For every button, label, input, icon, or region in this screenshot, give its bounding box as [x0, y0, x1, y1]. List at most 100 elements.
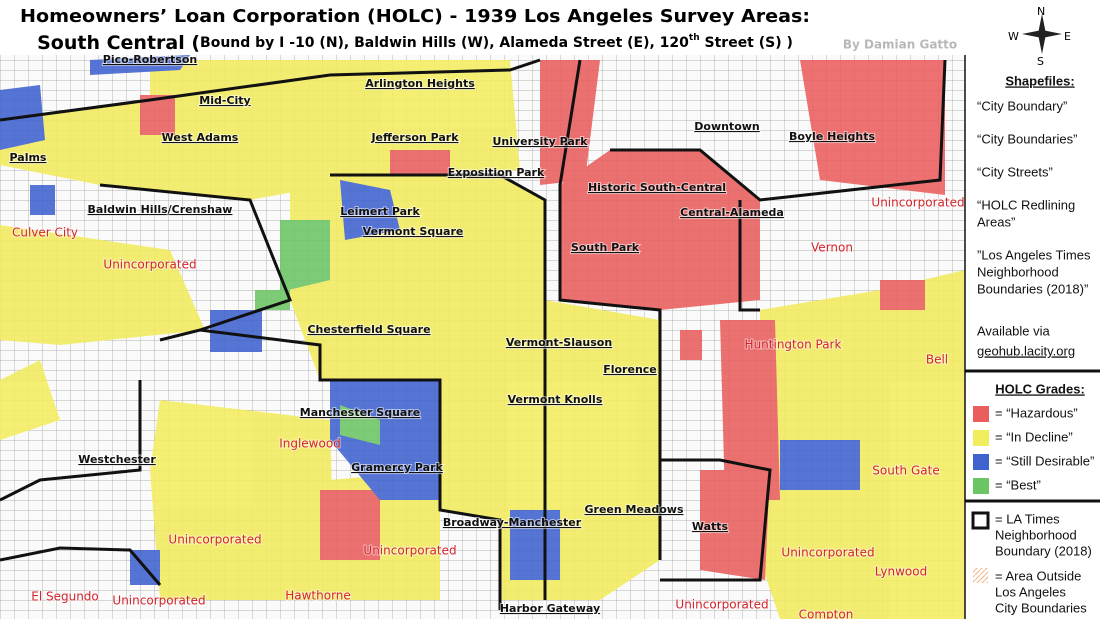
shapefile-list: “City Boundary” “City Boundaries” “City St…: [977, 98, 1091, 296]
subtitle: South Central (Bound by I -10 (N), Baldw…: [37, 32, 793, 54]
neighborhood-label: Vermont Knolls: [508, 393, 603, 406]
boundary-line: [0, 546, 162, 586]
place-label: Lynwood: [875, 565, 927, 579]
neighborhood-label: Historic South-Central: [588, 181, 726, 194]
compass-e: E: [1064, 30, 1071, 43]
neighborhood-label: Arlington Heights: [365, 77, 475, 90]
neighborhood-label: Harbor Gateway: [500, 602, 600, 615]
area-red: [720, 320, 780, 500]
legend-label: = “Still Desirable”: [995, 453, 1094, 468]
shapefile-item: Neighborhood: [977, 264, 1059, 279]
legend-boundary-text: Boundary (2018): [995, 543, 1092, 558]
legend-label: = “Best”: [995, 477, 1041, 492]
outside-swatch: [973, 568, 988, 583]
area-yellow: [0, 60, 360, 200]
legend-swatch: [973, 430, 989, 446]
area-red: [800, 60, 945, 195]
area-yellow: [290, 170, 660, 600]
holc-areas: [0, 55, 965, 619]
neighborhood-label: Florence: [603, 363, 657, 376]
neighborhood-label: University Park: [492, 135, 588, 148]
boundary-line: [610, 59, 947, 202]
legend-boundary-text: Neighborhood: [995, 527, 1077, 542]
boundary-swatch: [971, 511, 990, 530]
neighborhood-label: Central-Alameda: [680, 206, 784, 219]
shapefile-item: Areas”: [977, 214, 1015, 229]
legend: = “Hazardous” = “In Decline” = “Still Desi…: [973, 405, 1094, 494]
area-blue: [330, 380, 440, 500]
legend-swatch: [973, 406, 989, 422]
neighborhood-label: Palms: [10, 151, 47, 164]
neighborhood-label: Green Meadows: [584, 503, 683, 516]
legend-swatch: [973, 478, 989, 494]
neighborhood-label: Manchester Square: [300, 406, 420, 419]
source-link[interactable]: geohub.lacity.org: [977, 343, 1075, 358]
shapefile-item: “City Streets”: [977, 164, 1053, 179]
legend-outside-text: City Boundaries: [995, 600, 1087, 615]
place-label: Culver City: [12, 226, 78, 240]
place-label: South Gate: [872, 464, 939, 478]
neighborhood-label: Gramercy Park: [351, 461, 443, 474]
neighborhood-label: Boyle Heights: [789, 130, 876, 143]
shapefiles-title: Shapefiles:: [1005, 73, 1074, 88]
place-label: Unincorporated: [675, 598, 768, 612]
area-blue: [780, 440, 860, 490]
legend-title: HOLC Grades:: [995, 381, 1085, 396]
subtitle-end: Street (S) ): [700, 35, 793, 51]
neighborhood-label: Mid-City: [199, 94, 250, 107]
place-label: Unincorporated: [871, 196, 964, 210]
area-red: [390, 150, 450, 175]
area-blue: [340, 180, 400, 240]
neighborhood-label: Exposition Park: [448, 166, 545, 179]
legend-swatch: [973, 454, 989, 470]
legend-label: = “Hazardous”: [995, 405, 1078, 420]
boundary-line: [330, 173, 547, 600]
shapefile-item: ”Los Angeles Times: [977, 247, 1091, 262]
neighborhood-label: Watts: [692, 520, 729, 533]
place-label: Vernon: [811, 241, 853, 255]
neighborhood-label: Jefferson Park: [370, 131, 459, 144]
neighborhood-label: Downtown: [694, 120, 760, 133]
shapefile-item: “City Boundaries”: [977, 131, 1077, 146]
place-label: Bell: [926, 353, 948, 367]
compass-s: S: [1037, 55, 1044, 68]
boundary-line: [558, 59, 662, 560]
area-red: [700, 470, 770, 580]
neighborhood-label: Baldwin Hills/Crenshaw: [88, 203, 233, 216]
boundary-line: [159, 328, 502, 610]
boundary-line: [0, 58, 541, 122]
area-red: [560, 150, 760, 310]
compass-star: [1022, 30, 1062, 38]
neighborhood-label: South Park: [571, 241, 640, 254]
compass: N E S W: [1008, 5, 1071, 68]
place-labels: Culver City Unincorporated Unincorporated V…: [11, 195, 966, 623]
map: Pico-Robertson Arlington Heights Mid-City W…: [0, 52, 966, 623]
neighborhood-labels: Pico-Robertson Arlington Heights Mid-City W…: [9, 52, 877, 616]
area-yellow: [330, 60, 520, 175]
place-label: Unincorporated: [168, 533, 261, 547]
neighborhood-boundaries: [0, 58, 947, 610]
place-label: Unincorporated: [363, 544, 456, 558]
compass-n: N: [1037, 5, 1045, 18]
place-label: Unincorporated: [103, 258, 196, 272]
credit: By Damian Gatto: [843, 38, 957, 52]
area-yellow: [760, 270, 965, 619]
area-green: [255, 290, 290, 310]
area-green: [280, 220, 330, 292]
area-green: [340, 405, 380, 445]
boundary-line: [0, 380, 142, 502]
place-label: Compton: [799, 608, 854, 620]
neighborhood-label: Broadway-Manchester: [443, 516, 582, 529]
boundary-line: [738, 200, 760, 312]
area-blue: [90, 55, 190, 75]
title: Homeowners’ Loan Corporation (HOLC) - 19…: [20, 6, 810, 27]
area-blue: [210, 310, 262, 352]
neighborhood-label: Vermont Square: [363, 225, 464, 238]
place-label: El Segundo: [31, 590, 99, 604]
place-label: Unincorporated: [781, 546, 874, 560]
boundary-line: [99, 183, 292, 332]
subtitle-detail: Bound by I -10 (N), Baldwin Hills (W), A…: [200, 35, 689, 51]
neighborhood-label: Chesterfield Square: [307, 323, 430, 336]
